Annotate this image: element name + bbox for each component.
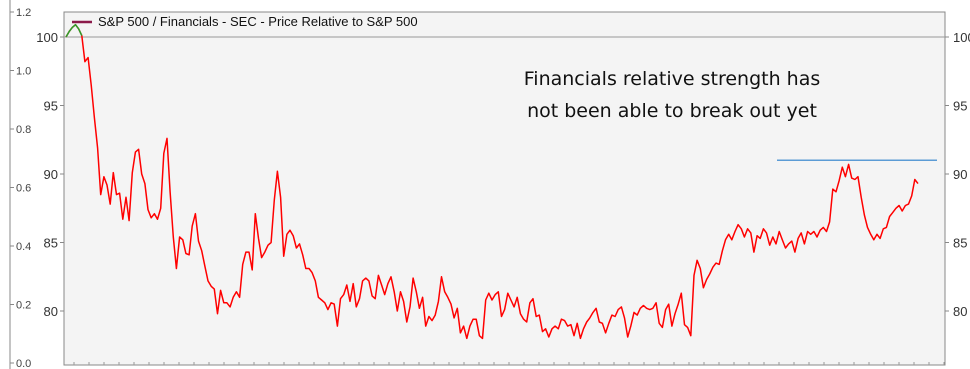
outer-tick-label: 0.8 xyxy=(16,124,31,136)
left-tick-label: 95 xyxy=(44,99,58,114)
outer-tick-label: 1.2 xyxy=(16,7,31,19)
x-axis-ticks xyxy=(73,362,945,365)
outer-axis-ticks: 1.2 1.0 0.8 0.6 0.4 0.2 0.0 xyxy=(10,7,31,369)
left-axis-ticks: 100 95 90 85 80 xyxy=(36,30,64,319)
right-axis-ticks: 100 95 90 85 80 xyxy=(945,30,970,319)
outer-tick-label: 1.0 xyxy=(16,66,31,78)
annotation-line-1: Financials relative strength has xyxy=(524,68,821,90)
right-tick-label: 90 xyxy=(953,167,967,182)
series-line-highlight xyxy=(65,23,83,38)
left-tick-label: 80 xyxy=(44,304,58,319)
outer-tick-label: 0.2 xyxy=(16,300,31,312)
annotation-line-2: not been able to break out yet xyxy=(527,100,817,122)
left-tick-label: 90 xyxy=(44,167,58,182)
right-tick-label: 80 xyxy=(953,304,967,319)
outer-tick-label: 0.0 xyxy=(16,358,31,369)
left-tick-label: 100 xyxy=(36,30,58,45)
plot-area xyxy=(63,11,946,366)
outer-tick-label: 0.4 xyxy=(16,241,31,253)
legend-label: S&P 500 / Financials - SEC - Price Relat… xyxy=(98,14,418,29)
series-line xyxy=(65,23,919,340)
right-tick-label: 95 xyxy=(953,99,967,114)
right-tick-label: 85 xyxy=(953,236,967,251)
left-tick-label: 85 xyxy=(44,236,58,251)
outer-tick-label: 0.6 xyxy=(16,183,31,195)
right-tick-label: 100 xyxy=(953,30,970,45)
